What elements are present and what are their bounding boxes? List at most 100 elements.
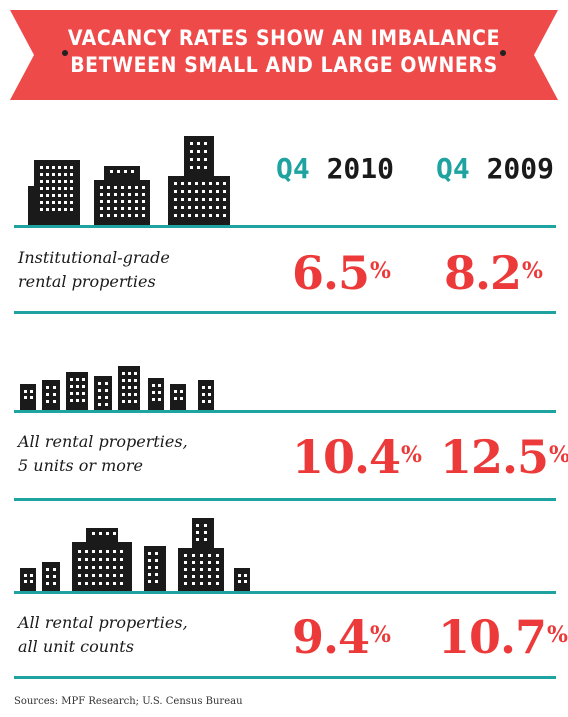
window [134, 400, 137, 403]
window [52, 187, 55, 190]
window [190, 142, 193, 145]
window [120, 574, 123, 577]
window [46, 400, 49, 403]
window [184, 561, 187, 564]
value-number: 10.7 [438, 610, 547, 664]
window [99, 574, 102, 577]
window [155, 580, 158, 583]
window [181, 214, 184, 217]
window [100, 193, 103, 196]
window [208, 568, 211, 571]
window [174, 390, 177, 393]
window [174, 206, 177, 209]
window [128, 200, 131, 203]
window [92, 582, 95, 585]
window [209, 214, 212, 217]
window [142, 186, 145, 189]
window [204, 538, 207, 541]
window [40, 166, 43, 169]
window [58, 180, 61, 183]
window [196, 531, 199, 534]
window [188, 190, 191, 193]
window [155, 573, 158, 576]
window [200, 561, 203, 564]
window [24, 580, 27, 583]
window [110, 170, 113, 173]
value-institutional-2009: 8.2% [444, 248, 543, 298]
value-unit: % [401, 442, 422, 468]
window [197, 142, 200, 145]
window [216, 561, 219, 564]
window [208, 400, 211, 403]
window [190, 166, 193, 169]
window [174, 214, 177, 217]
window [202, 198, 205, 201]
column-quarter: Q4 [276, 152, 310, 185]
window [40, 201, 43, 204]
window [78, 566, 81, 569]
window [40, 180, 43, 183]
window [192, 582, 195, 585]
window [204, 531, 207, 534]
row-label-line: all unit counts [18, 637, 134, 656]
window [244, 580, 247, 583]
window [52, 180, 55, 183]
window [192, 568, 195, 571]
window [134, 393, 137, 396]
window [30, 580, 33, 583]
window [148, 573, 151, 576]
value-unit: % [370, 622, 391, 648]
window [216, 568, 219, 571]
window [52, 194, 55, 197]
window [100, 200, 103, 203]
divider-rule [14, 410, 556, 413]
row-label-line: Institutional-grade [18, 248, 170, 267]
window [76, 392, 79, 395]
window [85, 574, 88, 577]
window [58, 173, 61, 176]
window [135, 214, 138, 217]
window [53, 575, 56, 578]
window [202, 206, 205, 209]
column-header-2009: Q4 2009 [436, 152, 554, 186]
value-unit: % [522, 258, 543, 284]
window [99, 550, 102, 553]
window [85, 582, 88, 585]
window [52, 201, 55, 204]
source-note: Sources: MPF Research; U.S. Census Burea… [14, 696, 243, 707]
window [52, 208, 55, 211]
window [114, 193, 117, 196]
window [148, 566, 151, 569]
window [106, 532, 109, 535]
value-unit: % [549, 442, 568, 468]
window [114, 214, 117, 217]
window [174, 190, 177, 193]
window [58, 187, 61, 190]
window [184, 554, 187, 557]
window [200, 554, 203, 557]
window [70, 399, 73, 402]
window [106, 566, 109, 569]
window [70, 201, 73, 204]
window [46, 386, 49, 389]
window [40, 187, 43, 190]
row-label-institutional: Institutional-grade rental properties [18, 246, 170, 294]
window [114, 207, 117, 210]
window [131, 170, 134, 173]
window [46, 201, 49, 204]
window [46, 166, 49, 169]
window [184, 582, 187, 585]
window [46, 575, 49, 578]
row-label-line: All rental properties, [18, 432, 188, 451]
value-unit: % [370, 258, 391, 284]
window [106, 550, 109, 553]
window [113, 582, 116, 585]
value-all-units-2010: 9.4% [292, 612, 391, 662]
window [128, 393, 131, 396]
divider-rule [14, 676, 556, 679]
window [82, 378, 85, 381]
window [204, 150, 207, 153]
window [113, 532, 116, 535]
column-quarter: Q4 [436, 152, 470, 185]
page-title: VACANCY RATES SHOW AN IMBALANCE BETWEEN … [0, 25, 568, 79]
